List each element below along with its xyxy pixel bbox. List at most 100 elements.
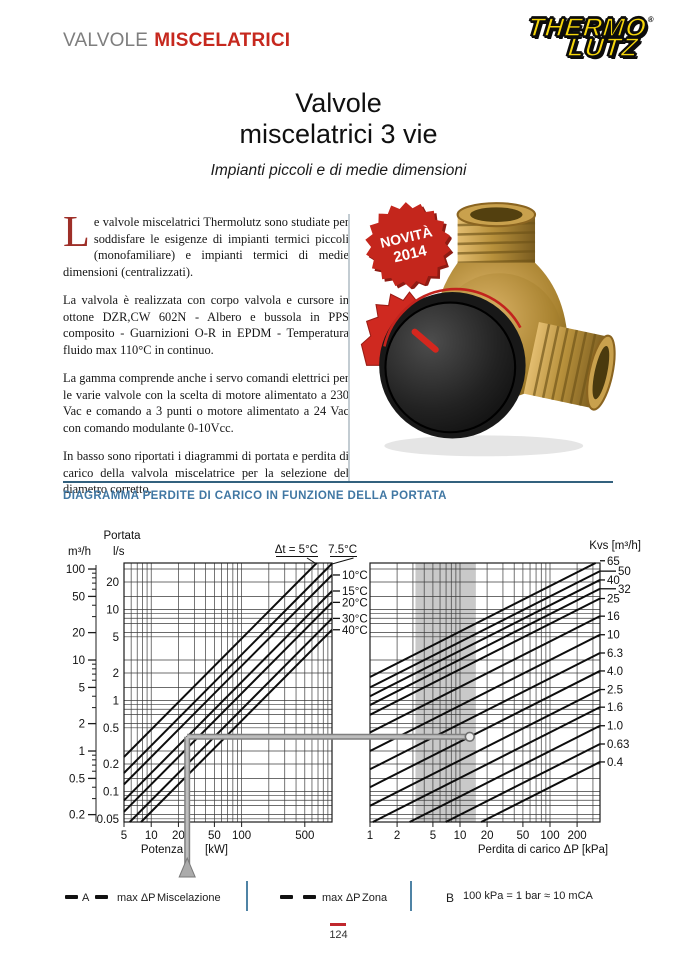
svg-text:Portata: Portata [103,530,141,542]
svg-text:2.5: 2.5 [607,685,623,697]
svg-text:2: 2 [113,668,119,680]
svg-text:20: 20 [106,577,119,589]
legend-divider-1 [246,881,248,911]
svg-text:0.63: 0.63 [607,739,629,751]
svg-text:40: 40 [607,575,620,587]
svg-text:65: 65 [607,556,620,568]
page-title: Valvole miscelatrici 3 vie [0,88,677,150]
svg-text:Potenza: Potenza [141,844,184,856]
svg-text:2: 2 [79,719,85,731]
valve-knob [384,301,517,434]
page-subtitle: Impianti piccoli e di medie dimensioni [210,162,467,179]
svg-text:1: 1 [367,830,373,842]
svg-text:2: 2 [394,830,400,842]
svg-text:10: 10 [72,655,85,667]
intro-paragraph-2: La valvola è realizzata con corpo valvol… [63,292,349,358]
svg-text:30°C: 30°C [342,613,368,625]
svg-text:20: 20 [172,830,185,842]
svg-text:0.4: 0.4 [607,757,624,769]
svg-text:50: 50 [618,566,631,578]
page-header-brand: VALVOLE MISCELATRICI [63,30,290,52]
flow-chart: 5 10 20 50 100 500 1 2 5 10 20 50 100 200 100 50 20 10 5 2 1… [0,520,677,880]
legend-b-key: B [446,891,455,905]
svg-text:0.1: 0.1 [103,786,119,798]
svg-text:6.3: 6.3 [607,648,623,660]
legend-a-name: Miscelazione [157,892,221,904]
svg-text:15°C: 15°C [342,586,368,598]
legend-z-label: max ΔP [322,892,361,904]
brand-light: VALVOLE [63,30,149,51]
legend-line-a-dash2 [95,895,108,899]
footer-rule [330,923,346,926]
svg-text:1.0: 1.0 [607,721,623,733]
svg-text:[kW]: [kW] [205,844,228,856]
legend-a-label: max ΔP [117,892,156,904]
svg-text:Perdita di carico ΔP [kPa]: Perdita di carico ΔP [kPa] [478,844,608,856]
svg-text:0.05: 0.05 [97,814,119,826]
svg-text:50: 50 [517,830,530,842]
svg-text:10: 10 [106,604,119,616]
svg-text:20: 20 [72,628,85,640]
legend-divider-2 [410,881,412,911]
page-title-line2: miscelatrici 3 vie [239,119,438,149]
logo-line2: LUTZ [566,31,641,63]
svg-text:20°C: 20°C [342,597,368,609]
svg-text:10°C: 10°C [342,570,368,582]
svg-text:20: 20 [481,830,494,842]
svg-text:l/s: l/s [113,546,125,558]
valve-knob-indicator [411,328,439,353]
column-divider [348,214,350,482]
svg-text:10: 10 [145,830,158,842]
svg-text:25: 25 [607,594,620,606]
svg-text:100: 100 [66,564,85,576]
svg-text:100: 100 [540,830,559,842]
svg-text:1.6: 1.6 [607,702,623,714]
svg-text:32: 32 [618,584,631,596]
brand-bold: MISCELATRICI [154,30,291,51]
svg-text:500: 500 [295,830,314,842]
valve-right-port [523,321,616,411]
flow-chart-svg: 5 10 20 50 100 500 1 2 5 10 20 50 100 200100502010521… [66,530,641,878]
svg-text:16: 16 [607,611,620,623]
svg-text:m³/h: m³/h [68,546,91,558]
svg-text:0.5: 0.5 [103,723,119,735]
svg-text:50: 50 [72,591,85,603]
section-heading: DIAGRAMMA PERDITE DI CARICO IN FUNZIONE … [63,490,447,502]
svg-text:5: 5 [121,830,127,842]
legend-line-z-dash2 [303,895,316,899]
svg-text:10: 10 [454,830,467,842]
svg-text:5: 5 [79,682,85,694]
page-number: 124 [329,929,348,941]
svg-text:10: 10 [607,630,620,642]
svg-text:0.2: 0.2 [69,810,85,822]
svg-text:1: 1 [79,746,85,758]
svg-text:0.2: 0.2 [103,759,119,771]
intro-paragraph-4: In basso sono riportati i diagrammi di p… [63,448,349,497]
svg-text:Δt = 5°C: Δt = 5°C [275,544,318,556]
valve-product-image [358,200,620,472]
novita-badge: NOVITÀ 2014 [355,192,461,298]
svg-text:4.0: 4.0 [607,666,623,678]
svg-text:100: 100 [232,830,251,842]
section-rule [63,481,613,483]
thermolutz-logo: THERMO® LUTZ [525,11,655,63]
svg-text:7.5°C: 7.5°C [328,544,357,556]
registered-mark-icon: ® [647,15,655,24]
legend-z-name: Zona [362,892,388,904]
svg-text:0.5: 0.5 [69,773,85,785]
legend-line-z-dash1 [280,895,293,899]
svg-text:50: 50 [208,830,221,842]
legend-b-text: 100 kPa = 1 bar ≈ 10 mCA [463,890,593,902]
svg-text:40°C: 40°C [342,625,368,637]
dropcap: L [63,207,90,256]
intro-paragraph-3: La gamma comprende anche i servo comandi… [63,370,349,436]
svg-text:200: 200 [567,830,586,842]
legend-line-a-dash1 [65,895,78,899]
svg-text:5: 5 [430,830,436,842]
legend-a-key: A [82,892,90,904]
svg-text:5: 5 [113,632,119,644]
svg-text:1: 1 [113,695,119,707]
